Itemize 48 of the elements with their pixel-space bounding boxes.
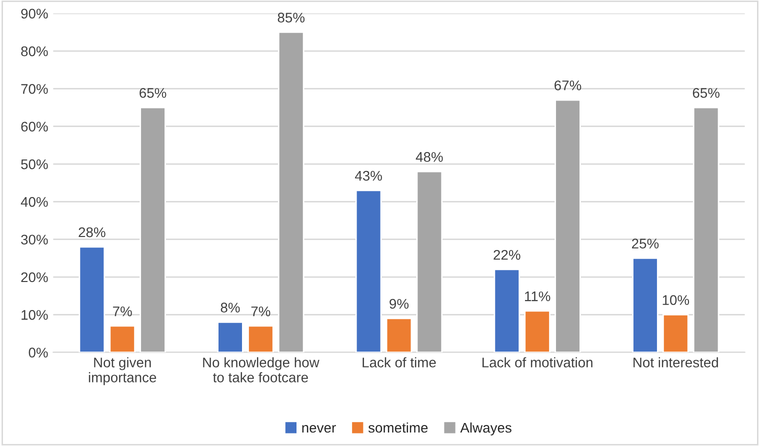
data-label: 10% [662,295,690,305]
y-tick-label: 40% [20,197,48,207]
bar [494,268,520,352]
data-label: 67% [554,80,582,90]
legend-label: Alwayes [460,422,512,436]
y-tick-label: 20% [21,272,48,282]
bar [217,322,244,352]
bar [416,170,443,352]
data-label: 48% [416,152,443,162]
y-tick-label: 10% [22,310,48,320]
x-tick-label: Lack of motivation [482,357,592,368]
y-tick-label: 0% [28,348,48,358]
bar [386,318,412,352]
x-tick-label: Not interested [634,357,718,368]
bar [355,190,382,352]
y-tick-label: 90% [21,8,48,19]
bar [109,325,136,352]
y-tick-label: 60% [21,122,48,132]
bar [554,99,581,352]
data-label: 65% [140,88,166,98]
x-tick-label: Not given importance [88,357,156,386]
data-label: 85% [278,12,305,23]
y-tick-label: 50% [21,159,48,170]
data-label: 43% [354,170,382,181]
y-tick-label: 70% [21,84,48,94]
legend-label: sometime [368,422,428,433]
bar [140,106,166,352]
legend-label: never [302,425,336,433]
data-label: 8% [220,302,240,313]
data-label: 7% [113,306,132,316]
bar [278,32,304,352]
bar [524,310,550,352]
bar [632,257,658,352]
data-label: 28% [78,227,106,238]
x-tick-label: No knowledge how to take footcare [203,357,320,382]
data-label: 7% [251,306,270,316]
bar [248,325,274,352]
bar [662,314,689,352]
bar [692,106,720,352]
bar [78,246,106,352]
y-tick-label: 30% [21,234,48,245]
data-label: 9% [390,298,409,309]
data-label: 22% [494,250,520,260]
data-label: 11% [524,291,550,302]
y-tick-label: 80% [21,46,48,56]
x-tick-label: Lack of time [362,357,436,368]
data-label: 25% [632,238,659,248]
data-label: 65% [692,88,720,98]
